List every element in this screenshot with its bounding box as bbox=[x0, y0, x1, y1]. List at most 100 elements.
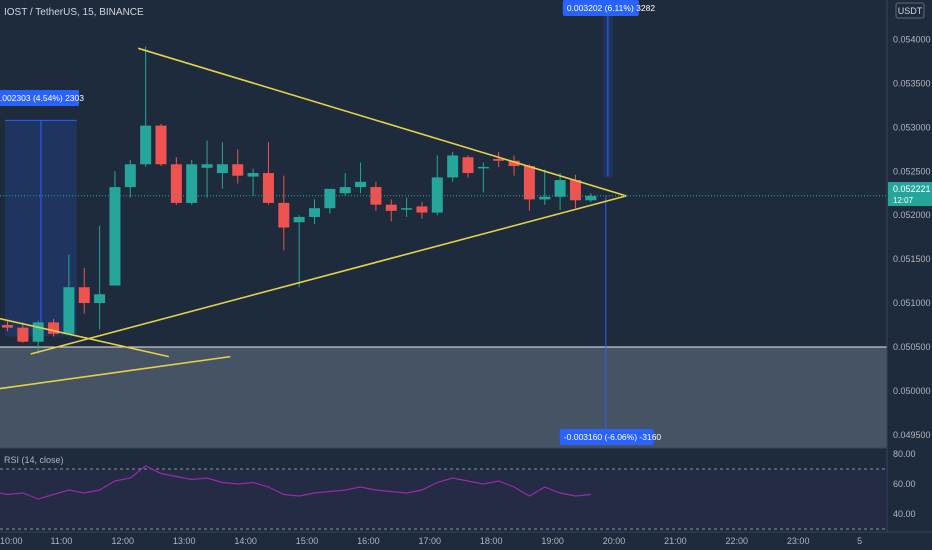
candle-body bbox=[585, 195, 597, 201]
candle-body bbox=[201, 164, 213, 168]
candle-body bbox=[94, 294, 106, 304]
candle-body bbox=[63, 287, 75, 334]
candle-body bbox=[309, 208, 320, 217]
price-tick-label: 0.050000 bbox=[893, 386, 931, 396]
price-tick-label: 0.049500 bbox=[893, 430, 931, 440]
current-price-value: 0.052221 bbox=[893, 184, 931, 194]
candle-body bbox=[124, 164, 136, 188]
candles bbox=[2, 46, 597, 355]
candle-body bbox=[401, 208, 413, 210]
time-tick-label: 5 bbox=[857, 536, 862, 546]
price-tick-label: 0.051000 bbox=[893, 298, 931, 308]
currency-label: USDT bbox=[898, 6, 923, 16]
candle-body bbox=[477, 166, 489, 169]
rsi-axis-ticks: 80.00 60.00 40.00 bbox=[893, 449, 916, 519]
time-tick-label: 10:00 bbox=[0, 536, 23, 546]
candle-body bbox=[78, 287, 90, 304]
measure-label-bg bbox=[0, 90, 80, 106]
time-tick-label: 14:00 bbox=[234, 536, 257, 546]
price-tick-label: 0.053500 bbox=[893, 78, 931, 88]
trendline[interactable] bbox=[0, 355, 231, 397]
rsi-tick-label: 80.00 bbox=[893, 449, 916, 459]
candle-body bbox=[339, 187, 351, 194]
candle-body bbox=[508, 160, 520, 167]
support-zone bbox=[0, 346, 887, 448]
time-tick-label: 17:00 bbox=[419, 536, 442, 546]
measure-tools[interactable]: 0.002303 (4.54%) 2303 0.003202 (6.11%) 32… bbox=[0, 0, 662, 446]
price-axis[interactable] bbox=[887, 0, 932, 550]
rsi-band-fill bbox=[0, 469, 887, 529]
price-tick-label: 0.050500 bbox=[893, 342, 931, 352]
rsi-line[interactable] bbox=[0, 465, 591, 500]
currency-button-frame bbox=[895, 2, 925, 19]
symbol-title: IOST / TetherUS, 15, BINANCE bbox=[4, 7, 144, 18]
time-tick-label: 15:00 bbox=[296, 536, 319, 546]
rsi-tick-label: 40.00 bbox=[893, 509, 916, 519]
candle-body bbox=[554, 180, 566, 197]
measure-label-bg bbox=[559, 429, 654, 445]
candle-body bbox=[109, 187, 121, 286]
trendline[interactable] bbox=[137, 47, 627, 197]
price-tick-label: 0.051500 bbox=[893, 254, 931, 264]
candle-body bbox=[447, 155, 459, 178]
candle-body bbox=[216, 164, 228, 174]
trendline[interactable] bbox=[30, 195, 627, 355]
measure-range-box[interactable] bbox=[603, 0, 613, 177]
candle-body bbox=[32, 322, 44, 342]
candle-body bbox=[355, 181, 367, 188]
candle-body bbox=[278, 202, 290, 228]
measure-label: -0.003160 (-6.06%) -3160 bbox=[559, 429, 662, 445]
candle-body bbox=[493, 158, 505, 161]
candle-body bbox=[431, 177, 443, 213]
candle-body bbox=[262, 173, 274, 203]
countdown-timer: 12:07 bbox=[893, 196, 914, 205]
current-price-tag: 0.052221 12:07 bbox=[888, 182, 932, 206]
candle-body bbox=[324, 188, 336, 209]
candle-body bbox=[48, 322, 60, 334]
candle-body bbox=[247, 173, 259, 177]
measure-label-bg bbox=[562, 0, 639, 16]
candle-body bbox=[385, 204, 397, 211]
price-tick-label: 0.053000 bbox=[893, 122, 931, 132]
time-tick-label: 11:00 bbox=[50, 536, 72, 546]
candle-body bbox=[155, 125, 167, 165]
time-tick-label: 12:00 bbox=[112, 536, 135, 546]
trendline[interactable] bbox=[0, 305, 170, 358]
candle-body bbox=[569, 180, 581, 201]
candle-body bbox=[539, 196, 551, 200]
candle-body bbox=[523, 166, 535, 200]
candle-body bbox=[2, 325, 13, 328]
measure-label: 0.002303 (4.54%) 2303 bbox=[0, 90, 84, 106]
time-tick-label: 20:00 bbox=[603, 536, 626, 546]
time-tick-label: 21:00 bbox=[664, 536, 687, 546]
rsi-title: RSI (14, close) bbox=[4, 455, 64, 465]
measure-label-text: 0.002303 (4.54%) 2303 bbox=[0, 93, 84, 103]
measure-label: 0.003202 (6.11%) 3282 bbox=[562, 0, 655, 16]
rsi-tick-label: 60.00 bbox=[893, 479, 916, 489]
measure-label-text: 0.003202 (6.11%) 3282 bbox=[567, 3, 655, 13]
candle-body bbox=[17, 327, 29, 342]
price-axis-ticks: 0.054000 0.053500 0.053000 0.052500 0.052000… bbox=[893, 35, 931, 440]
trendlines[interactable] bbox=[0, 47, 627, 397]
candle-body bbox=[416, 206, 428, 213]
time-tick-label: 19:00 bbox=[541, 536, 564, 546]
candle-body bbox=[170, 164, 182, 203]
currency-button[interactable]: USDT bbox=[895, 2, 925, 19]
candle-body bbox=[293, 216, 305, 223]
price-tick-label: 0.052000 bbox=[893, 210, 931, 220]
candle-body bbox=[232, 164, 244, 176]
time-tick-label: 18:00 bbox=[480, 536, 503, 546]
current-price-tag-bg bbox=[888, 182, 932, 206]
candle-body bbox=[186, 164, 198, 203]
time-tick-label: 23:00 bbox=[787, 536, 810, 546]
price-tick-label: 0.054000 bbox=[893, 35, 931, 45]
candle-body bbox=[462, 157, 474, 174]
time-tick-label: 16:00 bbox=[357, 536, 380, 546]
time-tick-label: 13:00 bbox=[173, 536, 196, 546]
candle-body bbox=[140, 125, 152, 165]
time-axis-ticks[interactable]: 10:00 11:00 12:00 13:00 14:00 15:00 16:00 17:00… bbox=[0, 536, 862, 546]
time-tick-label: 22:00 bbox=[726, 536, 749, 546]
measure-label-text: -0.003160 (-6.06%) -3160 bbox=[564, 432, 662, 442]
